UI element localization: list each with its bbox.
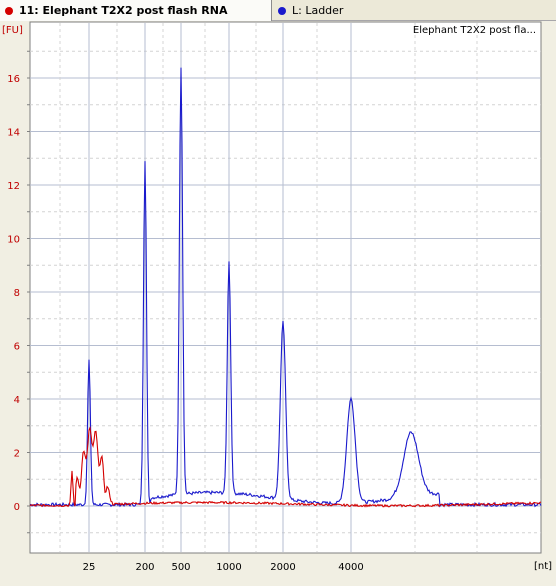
x-tick-label: 200 [135,562,154,573]
y-tick-label: 4 [14,395,20,406]
x-tick-label: 4000 [338,562,363,573]
sample-trace [29,425,542,508]
tab-ladder[interactable]: L: Ladder [273,0,556,21]
y-tick-label: 2 [14,449,20,460]
y-tick-label: 6 [14,342,20,353]
y-axis-unit-label: [FU] [2,25,23,36]
tab-sample-11-label: 11: Elephant T2X2 post flash RNA [19,4,228,17]
x-tick-labels: 25 200 500 1000 2000 4000 [83,562,364,573]
x-tick-label: 2000 [270,562,295,573]
tab-ladder-label: L: Ladder [292,4,344,17]
sample-tab-bar: 11: Elephant T2X2 post flash RNA L: Ladd… [0,0,556,21]
x-tick-label: 500 [171,562,190,573]
y-tick-label: 12 [7,181,20,192]
sample-11-color-dot [5,6,13,15]
grid-lines [27,23,541,552]
x-tick-label: 1000 [216,562,241,573]
x-tick-label: 25 [83,562,96,573]
y-tick-label: 14 [7,128,20,139]
plot-area [29,21,542,554]
y-tick-label: 10 [7,235,20,246]
y-tick-labels: 0 2 4 6 8 10 12 14 16 [7,74,20,513]
ladder-color-dot [278,6,286,15]
tab-sample-11[interactable]: 11: Elephant T2X2 post flash RNA [0,0,272,21]
ladder-trace [29,67,542,508]
y-tick-label: 0 [14,502,20,513]
y-tick-label: 8 [14,288,20,299]
x-axis-unit-label: [nt] [534,561,552,572]
y-tick-label: 16 [7,74,20,85]
sample-name-label: Elephant T2X2 post fla... [413,25,536,36]
